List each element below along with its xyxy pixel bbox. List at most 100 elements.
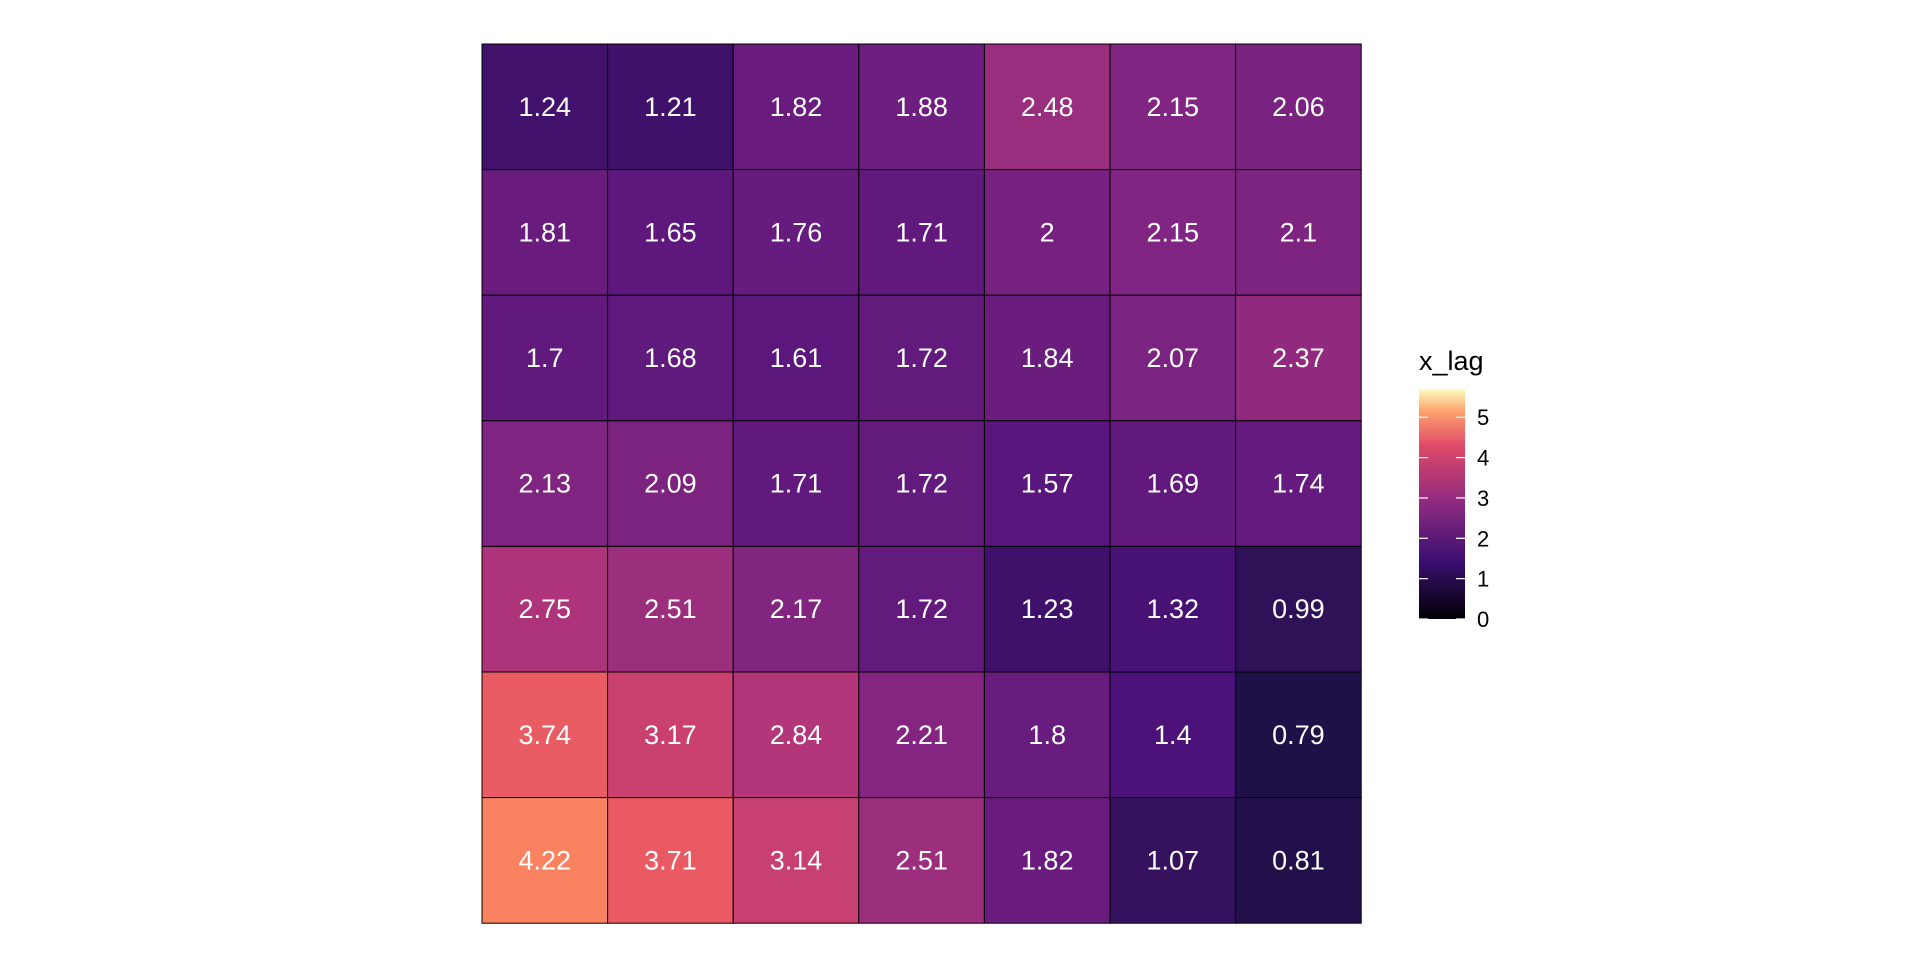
cell-label-r2-c1: 1.81 xyxy=(519,217,572,247)
colorbar-legend: x_lag 0 1 2 3 4 5 xyxy=(1419,346,1489,632)
cell-label-r2-c3: 1.76 xyxy=(770,217,823,247)
heatmap-cell-r7-c3 xyxy=(732,797,860,924)
cell-label-r3-c3: 1.61 xyxy=(770,343,823,373)
heatmap-cell-r6-c2 xyxy=(607,671,734,799)
legend-colorbar xyxy=(1419,389,1465,619)
heatmap-cell-r7-c5 xyxy=(983,797,1111,924)
heatmap-cell-r3-c5 xyxy=(983,294,1111,422)
cell-label-r4-c7: 1.74 xyxy=(1272,469,1325,499)
heatmap-cell-r1-c4 xyxy=(858,43,985,171)
cell-label-r1-c3: 1.82 xyxy=(770,92,823,122)
cell-label-r5-c2: 2.51 xyxy=(644,594,697,624)
cell-label-r4-c5: 1.57 xyxy=(1021,469,1074,499)
cell-label-r3-c5: 1.84 xyxy=(1021,343,1074,373)
cell-label-r2-c7: 2.1 xyxy=(1280,217,1318,247)
cell-label-r4-c4: 1.72 xyxy=(895,469,948,499)
heatmap-cell-r5-c3 xyxy=(732,545,860,673)
cell-label-r6-c4: 2.21 xyxy=(895,720,948,750)
cell-label-r5-c4: 1.72 xyxy=(895,594,948,624)
heatmap-cell-r3-c3 xyxy=(732,294,860,422)
cell-label-r7-c5: 1.82 xyxy=(1021,845,1074,875)
cell-label-r1-c4: 1.88 xyxy=(895,92,948,122)
legend-tick-label-4: 4 xyxy=(1477,446,1489,471)
cell-label-r7-c4: 2.51 xyxy=(895,845,948,875)
legend-title: x_lag xyxy=(1419,346,1484,376)
cell-label-r3-c2: 1.68 xyxy=(644,343,697,373)
cell-label-r1-c2: 1.21 xyxy=(644,92,697,122)
cell-label-r6-c6: 1.4 xyxy=(1154,720,1192,750)
cell-label-r2-c5: 2 xyxy=(1040,217,1055,247)
legend-ticks: 0 1 2 3 4 5 xyxy=(1419,405,1489,632)
cell-label-r3-c6: 2.07 xyxy=(1147,343,1200,373)
cell-label-r3-c7: 2.37 xyxy=(1272,343,1325,373)
heatmap-cell-r7-c7 xyxy=(1235,797,1362,924)
cell-label-r4-c2: 2.09 xyxy=(644,469,697,499)
heatmap-cells xyxy=(481,43,1362,924)
heatmap-cell-r5-c1 xyxy=(481,545,609,673)
cell-label-r1-c5: 2.48 xyxy=(1021,92,1074,122)
heatmap-cell-r3-c4 xyxy=(858,294,985,422)
heatmap-cell-r3-c2 xyxy=(607,294,734,422)
cell-label-r7-c7: 0.81 xyxy=(1272,845,1325,875)
heatmap-cell-r6-c3 xyxy=(732,671,860,799)
cell-label-r6-c1: 3.74 xyxy=(519,720,572,750)
cell-label-r5-c6: 1.32 xyxy=(1147,594,1200,624)
cell-label-r3-c1: 1.7 xyxy=(526,343,564,373)
heatmap-cell-r2-c3 xyxy=(732,169,860,296)
cell-label-r1-c1: 1.24 xyxy=(519,92,572,122)
legend-tick-label-0: 0 xyxy=(1477,607,1489,632)
heatmap-cell-r3-c1 xyxy=(481,294,609,422)
cell-label-r5-c3: 2.17 xyxy=(770,594,823,624)
heatmap-cell-r4-c4 xyxy=(858,420,985,547)
heatmap-cell-r7-c6 xyxy=(1109,797,1237,924)
heatmap-cell-r2-c6 xyxy=(1109,169,1237,296)
heatmap-cell-r6-c1 xyxy=(481,671,609,799)
heatmap-cell-r6-c7 xyxy=(1235,671,1362,799)
legend-tick-label-3: 3 xyxy=(1477,486,1489,511)
heatmap-cell-labels: 1.24 1.21 1.82 1.88 2.48 2.15 2.061.81 1.65 1.76… xyxy=(519,92,1325,876)
cell-label-r2-c4: 1.71 xyxy=(895,217,948,247)
cell-label-r7-c3: 3.14 xyxy=(770,845,823,875)
cell-label-r4-c1: 2.13 xyxy=(519,469,572,499)
legend-tick-label-1: 1 xyxy=(1477,567,1489,592)
cell-label-r6-c5: 1.8 xyxy=(1028,720,1066,750)
heatmap-cell-r1-c3 xyxy=(732,43,860,171)
heatmap-cell-r1-c2 xyxy=(607,43,734,171)
cell-label-r2-c6: 2.15 xyxy=(1147,217,1200,247)
cell-label-r7-c1: 4.22 xyxy=(519,845,572,875)
cell-label-r7-c6: 1.07 xyxy=(1147,845,1200,875)
heatmap-cell-r6-c5 xyxy=(983,671,1111,799)
heatmap-cell-r1-c1 xyxy=(481,43,609,171)
cell-label-r6-c7: 0.79 xyxy=(1272,720,1325,750)
cell-label-r5-c7: 0.99 xyxy=(1272,594,1325,624)
cell-label-r1-c6: 2.15 xyxy=(1147,92,1200,122)
heatmap-cell-r1-c6 xyxy=(1109,43,1237,171)
heatmap-cell-r4-c6 xyxy=(1109,420,1237,547)
cell-label-r6-c2: 3.17 xyxy=(644,720,697,750)
cell-label-r6-c3: 2.84 xyxy=(770,720,823,750)
cell-label-r2-c2: 1.65 xyxy=(644,217,697,247)
heatmap-cell-r4-c1 xyxy=(481,420,609,547)
cell-label-r1-c7: 2.06 xyxy=(1272,92,1325,122)
heatmap-cell-r7-c1 xyxy=(481,797,609,924)
heatmap-cell-r2-c1 xyxy=(481,169,609,296)
cell-label-r3-c4: 1.72 xyxy=(895,343,948,373)
heatmap-cell-r2-c5 xyxy=(983,169,1111,296)
cell-label-r5-c5: 1.23 xyxy=(1021,594,1074,624)
heatmap-cell-r4-c7 xyxy=(1235,420,1362,547)
cell-label-r7-c2: 3.71 xyxy=(644,845,697,875)
heatmap-cell-r3-c7 xyxy=(1235,294,1362,422)
heatmap-cell-r2-c7 xyxy=(1235,169,1362,296)
legend-tick-label-2: 2 xyxy=(1477,526,1489,551)
heatmap-cell-r6-c4 xyxy=(858,671,985,799)
cell-label-r4-c6: 1.69 xyxy=(1147,469,1200,499)
heatmap-cell-r3-c6 xyxy=(1109,294,1237,422)
heatmap-cell-r1-c5 xyxy=(983,43,1111,171)
legend-tick-label-5: 5 xyxy=(1477,405,1489,430)
cell-label-r4-c3: 1.71 xyxy=(770,469,823,499)
heatmap-cell-r4-c2 xyxy=(607,420,734,547)
cell-label-r5-c1: 2.75 xyxy=(519,594,572,624)
heatmap-cell-r7-c4 xyxy=(858,797,985,924)
heatmap-cell-r5-c7 xyxy=(1235,545,1362,673)
